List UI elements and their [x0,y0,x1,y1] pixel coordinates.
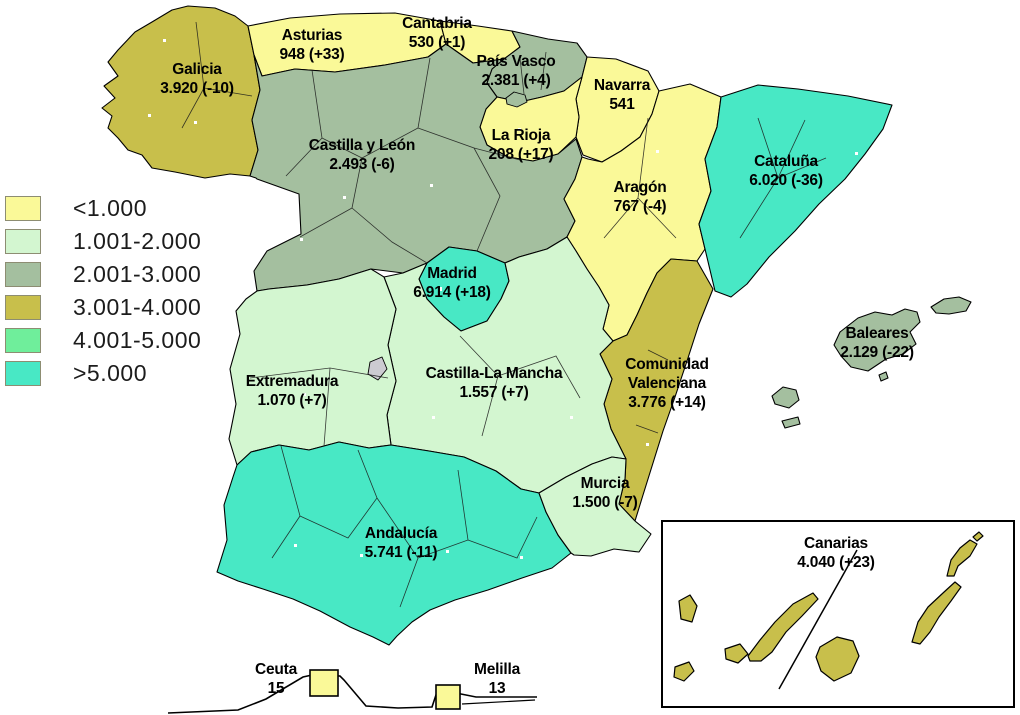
island-lanzarote-shape [946,539,978,577]
region-label-madrid: Madrid 6.914 (+18) [413,265,491,301]
region-label-baleares: Baleares 2.129 (-22) [840,325,914,361]
region-label-cantabria: Cantabria 530 (+1) [402,15,472,51]
region-label-navarra: Navarra 541 [593,77,651,113]
region-label-galicia: Galicia 3.920 (-10) [160,61,234,97]
region-label-pais-vasco: País Vasco 2.381 (+4) [476,53,556,89]
legend-label: 2.001-3.000 [73,261,202,287]
legend-swatch [5,262,41,287]
region-label-castilla-y-leon: Castilla y León 2.493 (-6) [308,137,416,173]
region-label-andalucia: Andalucía 5.741 (-11) [364,525,438,561]
legend-item: >5.000 [5,360,201,386]
legend-label: <1.000 [73,195,147,221]
canarias-inset [661,520,1015,708]
region-label-comunidad-valenciana: Comunidad Valenciana 3.776 (+14) [625,356,709,411]
island-gran-canaria-shape [815,636,860,682]
region-label-ceuta: Ceuta 15 [254,661,298,697]
region-label-cataluna: Cataluña 6.020 (-36) [749,153,823,189]
region-murcia-shape [538,456,652,557]
island-cabrera-shape [878,371,889,382]
legend-swatch [5,361,41,386]
province-borders [181,21,827,608]
legend-item: <1.000 [5,195,201,221]
legend-label: 4.001-5.000 [73,327,202,353]
region-label-canarias: Canarias 4.040 (+23) [797,535,875,571]
island-ibiza-shape [771,386,800,409]
africa-coastline [167,669,537,714]
region-label-la-rioja: La Rioja 208 (+17) [488,127,554,163]
region-label-asturias: Asturias 948 (+33) [279,27,345,63]
legend-item: 1.001-2.000 [5,228,202,254]
island-formentera-shape [781,416,801,429]
island-fuerteventura-shape [911,581,962,645]
legend-label: 1.001-2.000 [73,228,202,254]
legend-swatch [5,229,41,254]
capital-dots [148,39,858,559]
legend: <1.000 1.001-2.000 2.001-3.000 3.001-4.000 4… [5,195,202,394]
enclave-nodata-shape [367,356,388,381]
legend-item: 4.001-5.000 [5,327,202,353]
region-label-castilla-la-mancha: Castilla-La Mancha 1.557 (+7) [425,365,563,401]
island-mallorca-shape [833,308,921,372]
island-la-graciosa-shape [972,531,984,542]
legend-swatch [5,295,41,320]
melilla-square [435,684,461,710]
island-tenerife-shape [747,592,819,662]
island-el-hierro-shape [673,661,695,682]
legend-label: >5.000 [73,360,147,386]
legend-label: 3.001-4.000 [73,294,202,320]
enclave-trevino-shape [505,91,528,108]
legend-swatch [5,196,41,221]
island-la-palma-shape [678,594,698,623]
canarias-province-divider-line [778,549,858,690]
region-label-melilla: Melilla 13 [474,661,520,697]
legend-item: 3.001-4.000 [5,294,202,320]
region-label-murcia: Murcia 1.500 (-7) [572,475,638,511]
region-cataluna-shape [698,84,893,298]
island-la-gomera-shape [724,643,749,664]
ceuta-square [309,669,339,697]
region-label-aragon: Aragón 767 (-4) [613,179,667,215]
island-menorca-shape [930,296,972,315]
legend-item: 2.001-3.000 [5,261,202,287]
legend-swatch [5,328,41,353]
region-label-extremadura: Extremadura 1.070 (+7) [245,373,339,409]
